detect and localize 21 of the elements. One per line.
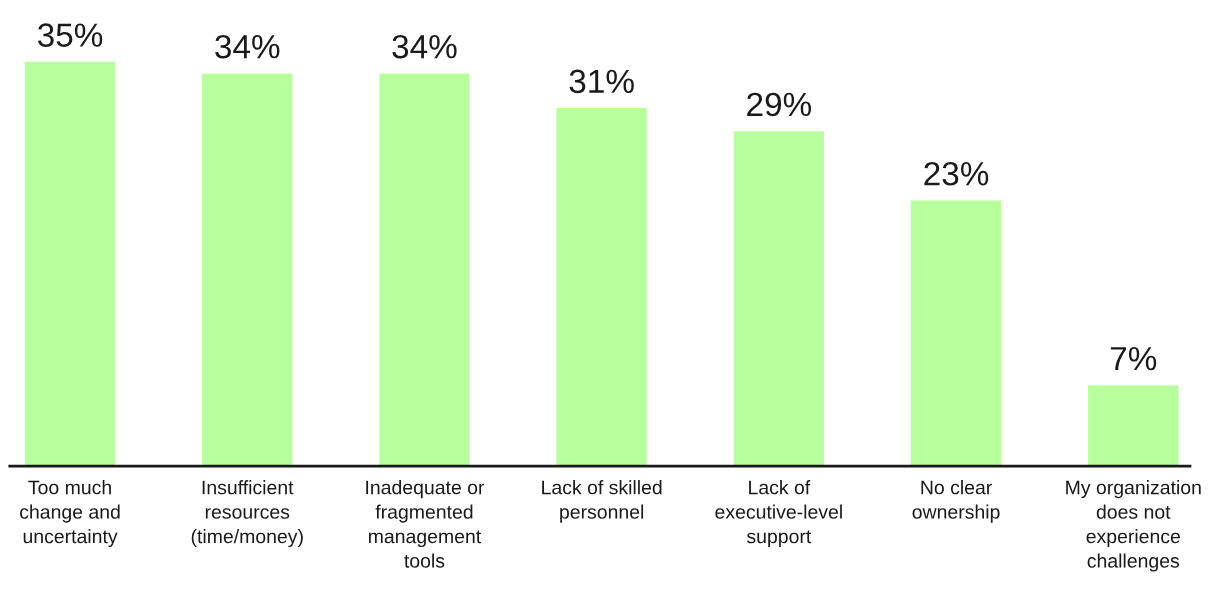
- x-tick-label: Insufficient resources (time/money): [191, 480, 303, 548]
- bar: [24, 61, 116, 467]
- data-label: 23%: [924, 161, 989, 186]
- data-label: 34%: [392, 34, 457, 59]
- x-tick-label: Lack of skilled personnel: [542, 480, 662, 523]
- bar: [910, 200, 1002, 467]
- bar: [379, 73, 470, 467]
- data-label: 34%: [215, 34, 280, 59]
- bar: [1088, 385, 1179, 467]
- x-tick-label: Too much change and uncertainty: [20, 480, 120, 548]
- x-tick-label: My organization does not experience challenges: [1066, 480, 1201, 572]
- x-tick-label: Inadequate or fragmented management tools: [366, 480, 485, 568]
- bar: [202, 73, 293, 467]
- data-label: 29%: [747, 92, 812, 117]
- x-tick-label: Lack of executive-level support: [715, 480, 842, 548]
- x-tick-label: No clear ownership: [912, 480, 1000, 523]
- data-label: 35%: [37, 23, 103, 47]
- data-label: 7%: [1110, 346, 1157, 371]
- bar: [733, 131, 825, 467]
- data-label: 31%: [569, 69, 634, 94]
- bar: [556, 108, 647, 467]
